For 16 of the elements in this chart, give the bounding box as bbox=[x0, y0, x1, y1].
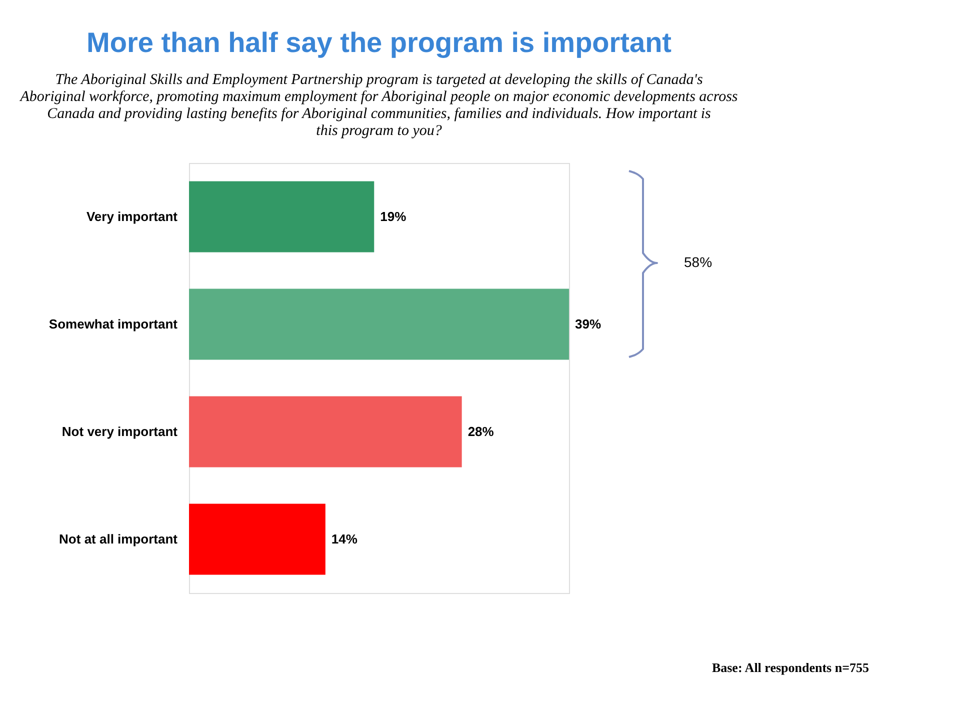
text: Base: All respondents n=755 bbox=[712, 660, 870, 675]
bar bbox=[189, 288, 569, 360]
data-label: 28% bbox=[468, 424, 494, 439]
data-label: 39% bbox=[575, 316, 602, 332]
y-tick-label: Very important bbox=[86, 208, 178, 224]
y-tick-label: Somewhat important bbox=[48, 316, 178, 332]
text: 58% bbox=[684, 254, 712, 270]
data-label: 14% bbox=[331, 531, 358, 546]
y-tick-label: Not at all important bbox=[59, 531, 178, 546]
bar bbox=[189, 396, 462, 468]
data-label: 19% bbox=[380, 208, 407, 224]
y-tick-label: Not very important bbox=[62, 424, 178, 439]
chart-title: More than half say the program is important bbox=[86, 27, 672, 58]
bar bbox=[189, 504, 326, 575]
chart-subtitle: The Aboriginal Skills and Employment Partnership program is targeted at developing the skills of Canada's Aboriginal workforce, promoting maximum employment for Aboriginal people on major economic developments across Canada and providing lasting benefits for Aboriginal communities, families and individuals. How important is this program to you? bbox=[19, 72, 738, 139]
bar bbox=[189, 181, 374, 252]
